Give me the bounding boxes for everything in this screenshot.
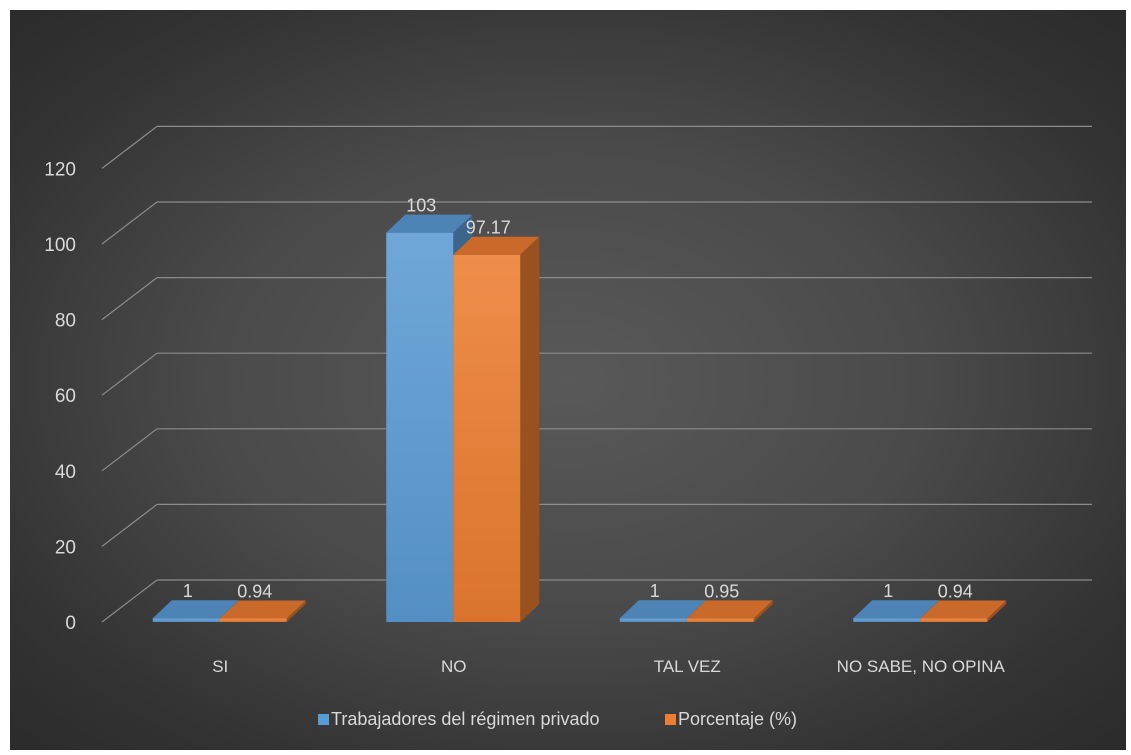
data-label: 0.94 (237, 581, 272, 601)
y-axis-ticks: 0 20 40 60 80 100 120 (44, 159, 76, 634)
legend-swatch (665, 714, 676, 725)
y-tick-label: 100 (44, 235, 76, 256)
gridline-diagonal (101, 579, 158, 623)
category-label: NO SABE, NO OPINA (837, 657, 1006, 676)
legend-item-porcentaje: Porcentaje (%) (665, 709, 797, 729)
chart-area: 0 20 40 60 80 100 120 1 0.94 103 97.17 1 0.95 1 0.94 … (10, 10, 1126, 750)
data-label: 103 (406, 196, 436, 216)
data-labels: 1 0.94 103 97.17 1 0.95 1 0.94 (183, 196, 973, 602)
y-tick-label: 60 (55, 386, 76, 407)
gridline-diagonal (101, 503, 158, 547)
category-label: TAL VEZ (654, 657, 721, 676)
x-axis-categories: SI NO TAL VEZ NO SABE, NO OPINA (212, 657, 1005, 676)
y-tick-label: 0 (65, 613, 76, 634)
data-label: 0.94 (938, 581, 973, 601)
bar-porcentaje-0 (219, 600, 306, 622)
y-tick-label: 80 (55, 311, 76, 332)
y-tick-label: 120 (44, 159, 76, 180)
bars (152, 214, 1007, 623)
category-label: NO (441, 657, 467, 676)
gridline-diagonal (101, 352, 158, 396)
legend-item-trabajadores: Trabajadores del régimen privado (318, 709, 599, 729)
data-label: 0.95 (704, 581, 739, 601)
gridline-diagonal (101, 428, 158, 472)
bar-porcentaje-3 (920, 600, 1007, 622)
y-tick-label: 20 (55, 537, 76, 558)
gridline-diagonal (101, 201, 158, 245)
gridline-diagonal (101, 125, 158, 169)
data-label: 1 (883, 581, 893, 601)
data-label: 1 (650, 581, 660, 601)
legend-label: Porcentaje (%) (678, 709, 797, 729)
gridline-diagonal (101, 277, 158, 321)
category-label: SI (212, 657, 228, 676)
data-label: 1 (183, 581, 193, 601)
legend: Trabajadores del régimen privado Porcenta… (318, 709, 797, 729)
bar-porcentaje-1 (453, 236, 540, 623)
legend-label: Trabajadores del régimen privado (331, 709, 599, 729)
y-tick-label: 40 (55, 462, 76, 483)
legend-swatch (318, 714, 329, 725)
data-label: 97.17 (466, 218, 511, 238)
bar-porcentaje-2 (686, 600, 773, 622)
gridlines (101, 125, 1092, 623)
